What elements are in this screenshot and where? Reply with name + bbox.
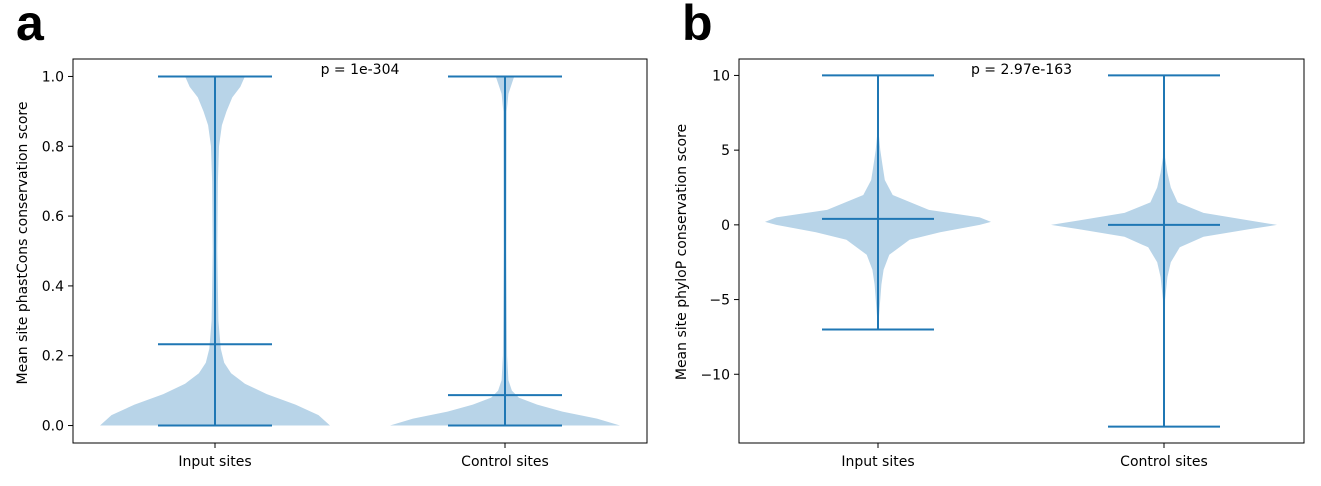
y-tick-label: 5 — [721, 143, 730, 159]
x-tick-label: Input sites — [178, 454, 251, 470]
y-axis-label-a: Mean site phastCons conservation score — [15, 102, 31, 385]
y-ticks-b: −10 −5 0 5 10 — [700, 68, 739, 383]
chart-panel-b: −10 −5 0 5 10 Input sites Control sites p = 2… — [674, 58, 1305, 470]
y-tick-label: 1.0 — [42, 69, 64, 85]
y-tick-label: 10 — [712, 68, 730, 84]
x-tick-label: Control sites — [1120, 454, 1208, 470]
y-tick-label: 0.2 — [42, 349, 64, 365]
y-tick-label: 0.8 — [42, 139, 64, 155]
y-tick-label: 0.4 — [42, 279, 64, 295]
y-tick-label: 0.6 — [42, 209, 64, 225]
violins-b — [765, 74, 1277, 428]
chart-panel-a: 0.0 0.2 0.4 0.6 0.8 1.0 Input sites Control si… — [15, 58, 648, 470]
axes-frame-b — [738, 58, 1305, 444]
y-ticks-a: 0.0 0.2 0.4 0.6 0.8 1.0 — [42, 69, 73, 435]
y-tick-label: 0.0 — [42, 419, 64, 435]
y-axis-label-b: Mean site phyloP conservation score — [674, 124, 690, 380]
axes-frame-a — [72, 58, 648, 444]
y-tick-label: −5 — [709, 293, 730, 309]
x-ticks-a: Input sites Control sites — [178, 443, 549, 470]
x-ticks-b: Input sites Control sites — [841, 443, 1208, 470]
x-tick-label: Input sites — [841, 454, 914, 470]
p-value-annotation-b: p = 2.97e-163 — [971, 62, 1072, 78]
y-tick-label: −10 — [700, 367, 730, 383]
violins-a — [100, 75, 620, 427]
p-value-annotation-a: p = 1e-304 — [321, 62, 400, 78]
x-tick-label: Control sites — [461, 454, 549, 470]
panel-letter-b: b — [682, 0, 713, 51]
panel-letter-a: a — [16, 0, 45, 51]
y-tick-label: 0 — [721, 218, 730, 234]
